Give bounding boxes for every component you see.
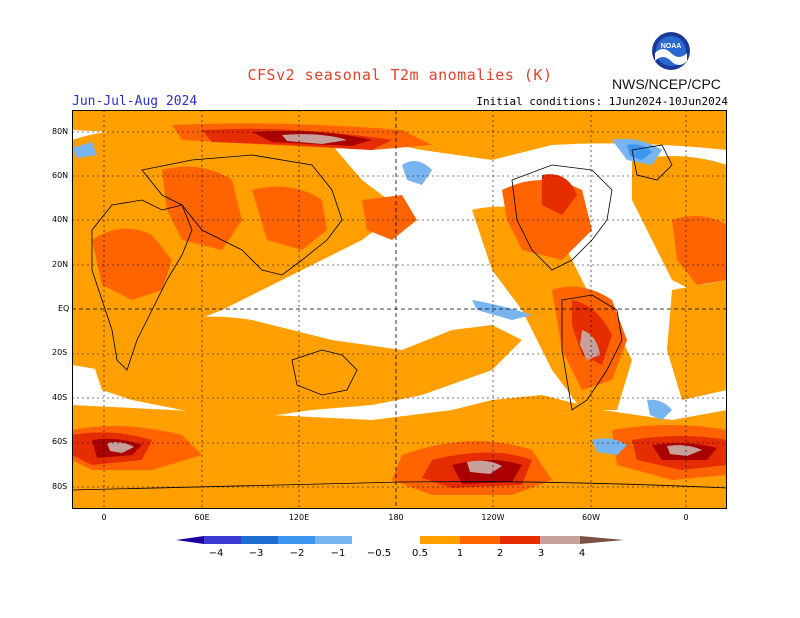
colorbar-label: −3 (248, 548, 264, 559)
colorbar-swatch-gt-4 (580, 536, 624, 544)
equator-dateline (72, 110, 727, 509)
anomaly-map (72, 110, 727, 509)
lon-label: 120E (288, 513, 310, 522)
colorbar-swatch-p2-p3 (500, 536, 540, 544)
lat-label: EQ (58, 304, 70, 313)
colorbar-label: 3 (537, 548, 545, 559)
colorbar-swatch-p1-p2 (460, 536, 500, 544)
noaa-logo: NOAA (652, 32, 690, 70)
map-frame (72, 110, 727, 509)
map-title: CFSv2 seasonal T2m anomalies (K) (247, 66, 553, 84)
colorbar-label: 2 (496, 548, 504, 559)
org-label: NWS/NCEP/CPC (612, 76, 721, 92)
anomaly-fill-neg-0.5-1 (72, 138, 672, 455)
lon-label: 0 (101, 513, 107, 522)
logo-text: NOAA (661, 43, 682, 50)
colorbar-label: 1 (456, 548, 464, 559)
colorbar-swatch-p3-p4 (540, 536, 580, 544)
grid-lines (72, 110, 727, 509)
lon-label: 60E (194, 513, 210, 522)
colorbar-swatch-neutral (352, 536, 420, 544)
coastlines (72, 144, 727, 491)
lat-label: 60N (52, 171, 69, 180)
colorbar-label: −1 (330, 548, 346, 559)
lat-label: 20N (52, 260, 69, 269)
lat-label: 20S (52, 348, 68, 357)
colorbar-swatch-p05-p1 (420, 536, 460, 544)
colorbar-swatch-m3-m2 (241, 536, 278, 544)
lat-label: 60S (52, 437, 68, 446)
colorbar (176, 536, 624, 544)
season-label: Jun-Jul-Aug 2024 (72, 94, 198, 109)
lat-label: 80S (52, 482, 68, 491)
colorbar-label: −4 (208, 548, 224, 559)
colorbar-swatch-lt-m4 (176, 536, 204, 544)
colorbar-label: 0.5 (412, 548, 428, 559)
colorbar-swatch-m2-m1 (278, 536, 315, 544)
lon-label: 0 (683, 513, 689, 522)
colorbar-label: −0.5 (366, 548, 392, 559)
colorbar-swatch-m4-m3 (204, 536, 241, 544)
lon-label: 60W (581, 513, 601, 522)
anomaly-fill-0.5-1 (72, 110, 727, 509)
colorbar-swatch-m1-m05 (315, 536, 352, 544)
initial-conditions: Initial conditions: 1Jun2024-10Jun2024 (476, 95, 728, 108)
colorbar-label: −2 (289, 548, 305, 559)
colorbar-label: 4 (578, 548, 586, 559)
lon-label: 180 (388, 513, 404, 522)
lat-label: 40N (52, 215, 69, 224)
lat-label: 80N (52, 127, 69, 136)
lat-label: 40S (52, 393, 68, 402)
lon-label: 120W (481, 513, 505, 522)
